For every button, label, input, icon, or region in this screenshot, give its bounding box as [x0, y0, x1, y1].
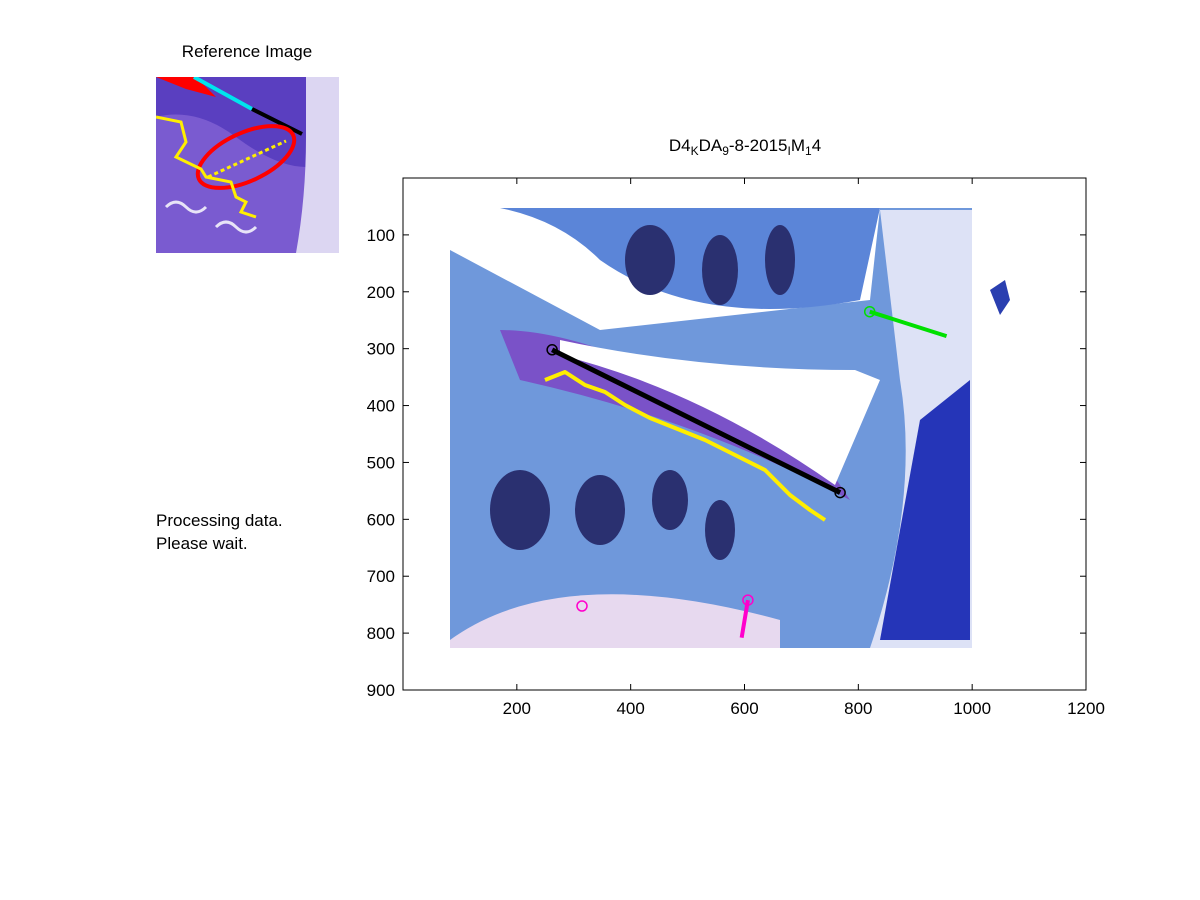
y-tick-label: 800	[367, 624, 395, 643]
x-tick-label: 1200	[1067, 699, 1105, 718]
x-tick-label: 800	[844, 699, 872, 718]
x-tick-label: 200	[503, 699, 531, 718]
y-tick-label: 300	[367, 340, 395, 359]
y-axis: 100 200 300 400 500 600 700 800 900	[367, 226, 1086, 700]
y-tick-label: 700	[367, 567, 395, 586]
status-message: Processing data. Please wait.	[156, 509, 283, 555]
yellow-trace	[544, 370, 827, 522]
green-line-endpoint-start	[863, 305, 876, 318]
y-tick-label: 100	[367, 226, 395, 245]
y-tick-label: 600	[367, 510, 395, 529]
y-tick-label: 400	[367, 397, 395, 416]
y-tick-label: 900	[367, 681, 395, 700]
plot-title: D4KDA9-8-2015IM14	[668, 136, 822, 158]
green-measurement-line	[869, 309, 948, 339]
reference-image	[156, 77, 339, 253]
black-line-endpoint-start	[546, 344, 558, 356]
magenta-measurement-line	[739, 599, 750, 638]
y-tick-label: 200	[367, 283, 395, 302]
y-tick-label: 500	[367, 453, 395, 472]
x-tick-label: 1000	[953, 699, 991, 718]
reference-image-title: Reference Image	[181, 42, 313, 61]
black-measurement-line	[551, 347, 842, 495]
x-tick-label: 400	[616, 699, 644, 718]
magenta-marker	[576, 600, 588, 612]
magenta-line-endpoint-start	[742, 594, 754, 606]
histology-image	[450, 208, 1010, 648]
x-tick-label: 600	[730, 699, 758, 718]
status-line-1: Processing data.	[156, 511, 283, 530]
annotation-overlays	[544, 305, 948, 638]
status-line-2: Please wait.	[156, 534, 248, 553]
x-axis: 200 400 600 800 1000 1200	[503, 178, 1105, 718]
black-line-endpoint-end	[834, 486, 846, 499]
